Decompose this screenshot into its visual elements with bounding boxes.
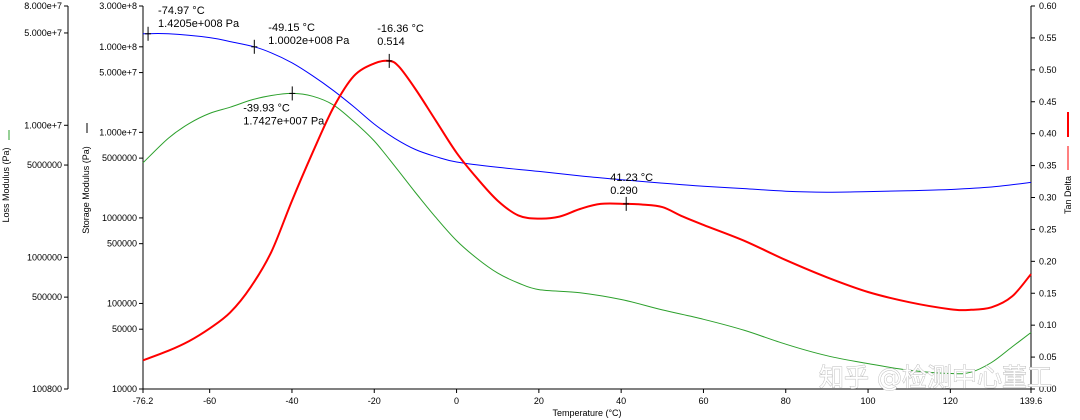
- x-tick-label: 120: [943, 396, 958, 406]
- x-axis-title: Temperature (°C): [552, 408, 621, 418]
- loss-tick-label: 1000000: [27, 252, 62, 262]
- x-tick-label: 139.6: [1020, 396, 1043, 406]
- loss-tick-label: 500000: [32, 292, 62, 302]
- series-lines: [142, 32, 1032, 375]
- annotation-label: 1.4205e+008 Pa: [158, 18, 240, 30]
- x-tick-label: 60: [698, 396, 708, 406]
- x-tick-label: 20: [534, 396, 544, 406]
- annotation-label: -49.15 °C: [268, 22, 315, 34]
- tan-tick-label: 0.15: [1039, 288, 1057, 298]
- tan-tick-label: 0.25: [1039, 224, 1057, 234]
- loss-tick-label: 8.000e+7: [24, 1, 62, 11]
- tan-tick-label: 0.45: [1039, 97, 1057, 107]
- storage-tick-label: 5.000e+7: [99, 68, 137, 78]
- x-tick-label: 100: [861, 396, 876, 406]
- tan-tick-label: 0.20: [1039, 256, 1057, 266]
- x-tick-label: -60: [203, 396, 216, 406]
- axes: [8, 5, 1069, 393]
- loss-tick-label: 100800: [32, 384, 62, 394]
- x-tick-label: -20: [368, 396, 381, 406]
- tan-tick-label: 0.00: [1039, 384, 1057, 394]
- tan-axis-title: Tan Delta: [1063, 176, 1073, 214]
- watermark: 知乎 @检测中心董工: [819, 363, 1052, 392]
- storage-axis-title: Storage Modulus (Pa): [81, 146, 91, 234]
- x-tick-label: -40: [285, 396, 298, 406]
- loss-axis-title: Loss Modulus (Pa): [1, 147, 11, 222]
- annotation-label: 0.290: [610, 185, 638, 197]
- storage-tick-label: 1000000: [102, 213, 137, 223]
- x-tick-label: 0: [454, 396, 459, 406]
- tan-delta-line: [142, 59, 1032, 362]
- x-tick-label: -76.2: [133, 396, 154, 406]
- storage-tick-label: 1.000e+7: [99, 127, 137, 137]
- annotation-label: 0.514: [377, 36, 405, 48]
- storage-modulus-line: [142, 32, 1032, 193]
- annotation-label: 1.0002e+008 Pa: [268, 35, 350, 47]
- x-tick-label: 40: [616, 396, 626, 406]
- tan-tick-label: 0.60: [1039, 1, 1057, 11]
- tan-tick-label: 0.55: [1039, 33, 1057, 43]
- storage-tick-label: 10000: [112, 384, 137, 394]
- tan-tick-label: 0.30: [1039, 193, 1057, 203]
- storage-tick-label: 3.000e+8: [99, 1, 137, 11]
- loss-tick-label: 5.000e+7: [24, 28, 62, 38]
- tan-tick-label: 0.40: [1039, 129, 1057, 139]
- annotation-label: -16.36 °C: [377, 23, 424, 35]
- tan-tick-label: 0.50: [1039, 65, 1057, 75]
- x-tick-label: 80: [781, 396, 791, 406]
- storage-tick-label: 500000: [107, 239, 137, 249]
- storage-tick-label: 5000000: [102, 153, 137, 163]
- annotation-label: 1.7427e+007 Pa: [243, 115, 325, 127]
- annotation-label: -39.93 °C: [243, 102, 290, 114]
- tan-tick-label: 0.35: [1039, 161, 1057, 171]
- loss-tick-label: 5000000: [27, 160, 62, 170]
- annotations: -74.97 °C1.4205e+008 Pa -49.15 °C1.0002e+…: [145, 5, 653, 211]
- storage-tick-label: 100000: [107, 298, 137, 308]
- tan-tick-label: 0.10: [1039, 320, 1057, 330]
- tick-labels: -76.2 -60 -40 -20 0 20 40 60 80 100 120 139.6 8.000e…: [24, 1, 1056, 406]
- loss-tick-label: 1.000e+7: [24, 120, 62, 130]
- annotation-label: 41.23 °C: [610, 172, 653, 184]
- storage-tick-label: 1.000e+8: [99, 42, 137, 52]
- storage-tick-label: 50000: [112, 324, 137, 334]
- loss-modulus-line: [142, 92, 1032, 375]
- tan-tick-label: 0.05: [1039, 352, 1057, 362]
- annotation-label: -74.97 °C: [158, 5, 205, 17]
